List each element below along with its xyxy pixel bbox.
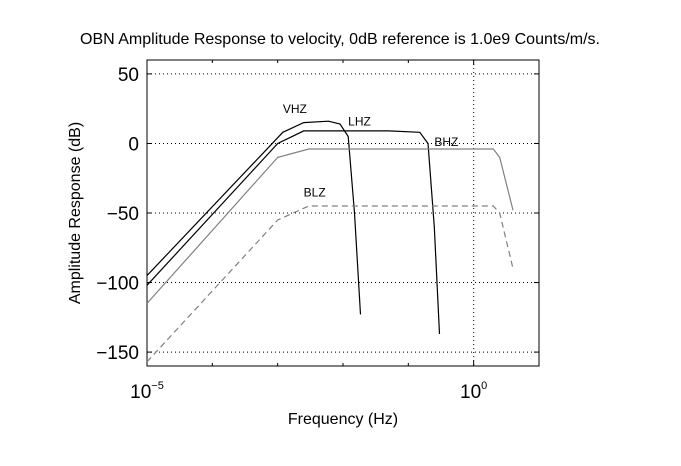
tick-marks [146, 60, 540, 366]
y-tick-labels: 50 0 −50 −100 −150 [96, 65, 139, 364]
x-tick-label: 10−5 [130, 380, 164, 403]
series-labels: VHZ LHZ BHZ BLZ [283, 102, 458, 199]
series-label-bhz: BHZ [434, 135, 458, 149]
series-line-bhz [146, 148, 514, 304]
y-axis-label: Amplitude Response (dB) [67, 122, 84, 304]
y-tick-label: 0 [128, 134, 139, 155]
series-group [146, 120, 514, 363]
y-tick-label: 50 [118, 65, 139, 86]
y-tick-label: −100 [96, 274, 139, 295]
series-label-lhz: LHZ [348, 114, 371, 128]
y-tick-label: −50 [107, 204, 139, 225]
series-label-blz: BLZ [304, 185, 326, 199]
x-tick-labels: 10−5 100 [130, 380, 487, 403]
y-tick-label: −150 [96, 343, 139, 364]
series-line-vhz [146, 120, 362, 315]
grid [147, 60, 539, 366]
x-axis-label: Frequency (Hz) [288, 411, 398, 428]
chart-title: OBN Amplitude Response to velocity, 0dB … [80, 31, 600, 48]
series-label-vhz: VHZ [283, 102, 307, 116]
series-line-blz [146, 205, 514, 363]
x-tick-label: 100 [460, 380, 487, 403]
series-line-lhz [146, 130, 441, 335]
